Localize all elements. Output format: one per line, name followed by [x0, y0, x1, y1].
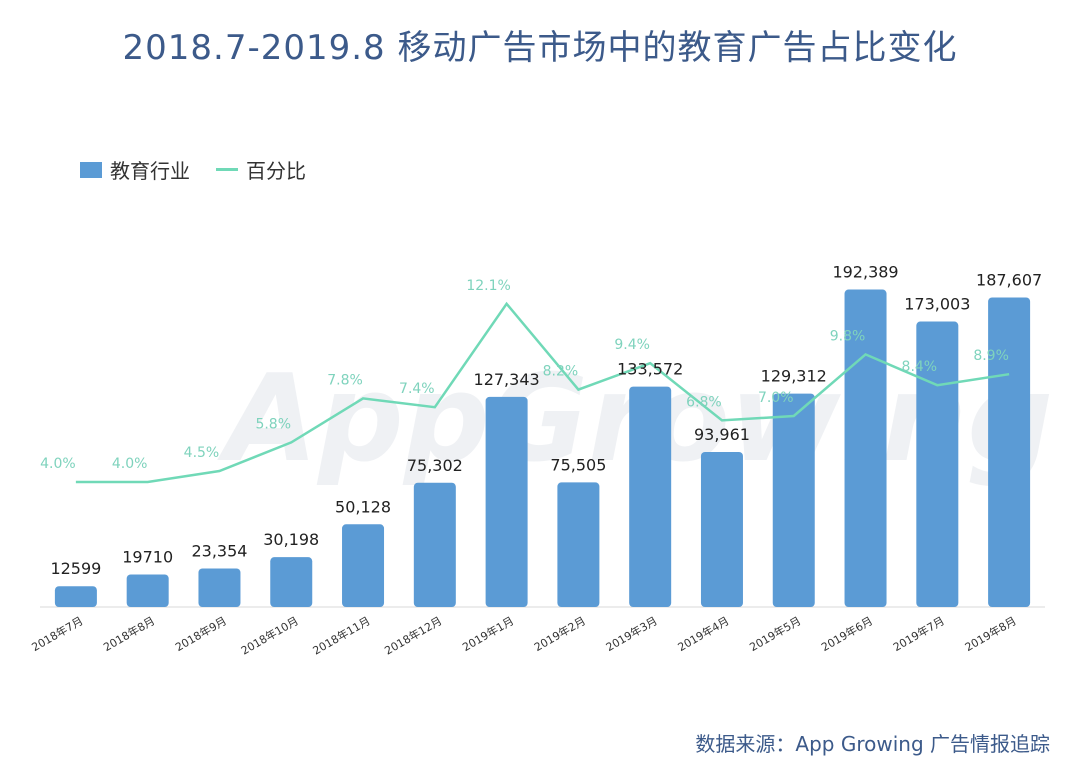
- bar: [557, 482, 600, 607]
- chart-title: 2018.7-2019.8 移动广告市场中的教育广告占比变化: [122, 28, 958, 68]
- bar: [772, 393, 815, 607]
- legend-label-bar: 教育行业: [110, 159, 190, 183]
- x-tick-label: 2018年10月: [238, 613, 300, 657]
- bar-value-label: 192,389: [832, 263, 898, 282]
- bar-value-label: 30,198: [263, 530, 319, 549]
- bar: [198, 568, 241, 607]
- bar: [342, 524, 385, 607]
- bar: [988, 297, 1031, 607]
- line-series: [75, 301, 1010, 484]
- x-tick-label: 2019年2月: [532, 613, 588, 654]
- legend-item-bar: 教育行业: [80, 155, 190, 184]
- legend-label-line: 百分比: [246, 159, 306, 183]
- source-note: 数据来源：App Growing 广告情报追踪: [695, 732, 1050, 756]
- bar-value-label: 23,354: [191, 541, 247, 560]
- x-tick-label: 2018年12月: [382, 613, 444, 657]
- percent-label: 8.4%: [902, 359, 938, 375]
- bar-value-label: 93,961: [694, 425, 750, 444]
- legend: 教育行业 百分比: [80, 155, 332, 184]
- percent-label: 9.8%: [830, 328, 866, 344]
- bar: [844, 289, 887, 607]
- bar-value-label: 75,505: [550, 455, 606, 474]
- percent-label: 12.1%: [466, 278, 510, 294]
- x-tick-label: 2019年1月: [460, 613, 516, 654]
- data-labels: 12599 19710 23,354 30,198 50,128 75,302 127,34…: [40, 263, 1042, 579]
- bar-series: [54, 289, 1031, 607]
- x-tick-label: 2019年7月: [890, 613, 946, 654]
- percent-label: 5.8%: [255, 416, 291, 432]
- percent-label: 8.9%: [973, 348, 1009, 364]
- bar-value-label: 19710: [122, 547, 173, 566]
- percent-label: 9.4%: [614, 337, 650, 353]
- bar: [126, 574, 169, 607]
- bar-value-label: 127,343: [474, 370, 540, 389]
- x-tick-labels: 2018年7月 2018年8月 2018年9月 2018年10月 2018年11月 201…: [29, 613, 1019, 657]
- bar-value-label: 75,302: [407, 456, 463, 475]
- percent-label: 7.4%: [399, 381, 435, 397]
- x-tick-label: 2019年5月: [747, 613, 803, 654]
- x-tick-label: 2019年6月: [819, 613, 875, 654]
- bar-value-label: 173,003: [904, 295, 970, 314]
- percent-label: 4.0%: [40, 456, 76, 472]
- bar-value-label: 187,607: [976, 270, 1042, 289]
- line-path: [75, 301, 1010, 484]
- legend-swatch-bar: [80, 161, 102, 178]
- bar: [413, 482, 456, 607]
- bar: [916, 321, 959, 607]
- x-tick-label: 2019年8月: [962, 613, 1018, 654]
- bar-value-label: 133,572: [617, 360, 683, 379]
- x-tick-label: 2019年3月: [603, 613, 659, 654]
- bar-value-label: 12599: [50, 559, 101, 578]
- bar: [54, 586, 97, 607]
- percent-label: 4.5%: [184, 445, 220, 461]
- x-tick-label: 2018年11月: [310, 613, 372, 657]
- percent-label: 8.2%: [543, 364, 579, 380]
- legend-swatch-line: [216, 168, 238, 171]
- bar-value-label: 129,312: [761, 367, 827, 386]
- x-tick-label: 2018年8月: [101, 613, 157, 654]
- percent-label: 7.0%: [758, 390, 794, 406]
- percent-label: 7.8%: [327, 372, 363, 388]
- x-tick-label: 2018年9月: [173, 613, 229, 654]
- bar: [629, 386, 672, 607]
- percent-label: 4.0%: [112, 456, 148, 472]
- x-tick-label: 2019年4月: [675, 613, 731, 654]
- x-tick-label: 2018年7月: [29, 613, 85, 654]
- legend-item-line: 百分比: [216, 155, 306, 184]
- bar: [270, 557, 313, 607]
- bar: [700, 451, 743, 607]
- bar-value-label: 50,128: [335, 497, 391, 516]
- percent-label: 6.8%: [686, 394, 722, 410]
- bar: [485, 396, 528, 607]
